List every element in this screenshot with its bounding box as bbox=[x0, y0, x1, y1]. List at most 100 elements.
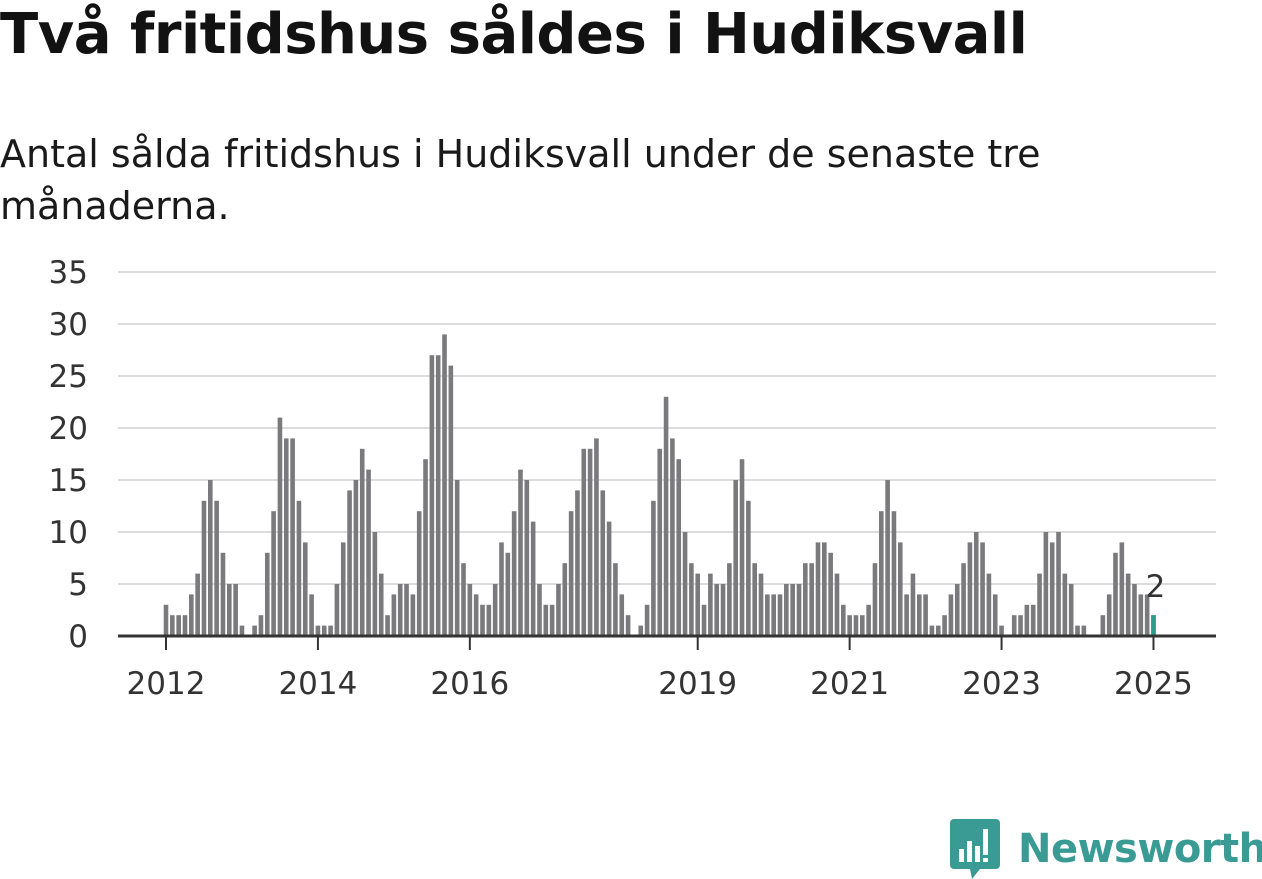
bar bbox=[961, 563, 966, 636]
bar bbox=[264, 552, 270, 636]
x-tick-label: 2014 bbox=[278, 666, 357, 702]
x-tick-label: 2016 bbox=[430, 666, 509, 702]
bar bbox=[587, 448, 593, 636]
bar bbox=[258, 615, 264, 636]
bar bbox=[980, 542, 985, 636]
bar bbox=[600, 490, 606, 636]
bar bbox=[1113, 552, 1118, 636]
bar bbox=[676, 459, 682, 636]
bar bbox=[923, 594, 928, 636]
bar bbox=[233, 584, 238, 636]
bar bbox=[929, 625, 935, 636]
bar bbox=[214, 500, 219, 636]
bar bbox=[1030, 604, 1036, 636]
bar bbox=[492, 584, 498, 636]
bar bbox=[815, 542, 821, 636]
bar bbox=[878, 511, 884, 636]
bar bbox=[1024, 604, 1030, 636]
bar bbox=[429, 355, 435, 636]
bar bbox=[321, 625, 327, 636]
bar bbox=[189, 594, 194, 636]
y-tick-label: 25 bbox=[49, 359, 88, 395]
bar bbox=[309, 594, 314, 636]
bar bbox=[967, 542, 973, 636]
bar bbox=[448, 365, 454, 636]
bar bbox=[1043, 532, 1049, 636]
bar bbox=[220, 552, 226, 636]
bar bbox=[163, 604, 169, 636]
y-tick-label: 0 bbox=[68, 619, 88, 655]
bar bbox=[897, 542, 903, 636]
bar bbox=[505, 552, 511, 636]
bar bbox=[644, 604, 650, 636]
bar bbox=[271, 511, 276, 636]
bar bbox=[803, 563, 808, 636]
bar bbox=[670, 438, 675, 636]
bar bbox=[416, 511, 422, 636]
bar bbox=[372, 532, 378, 636]
bar bbox=[663, 396, 669, 636]
bar bbox=[518, 469, 523, 636]
bar bbox=[790, 584, 795, 636]
bar bbox=[948, 594, 954, 636]
bar bbox=[227, 584, 232, 636]
bar bbox=[340, 542, 346, 636]
bar bbox=[543, 604, 549, 636]
highlight-bar bbox=[1151, 615, 1156, 636]
bar bbox=[467, 584, 473, 636]
bar bbox=[720, 584, 726, 636]
bar bbox=[606, 521, 612, 636]
bar bbox=[499, 542, 504, 636]
y-tick-label: 35 bbox=[49, 255, 88, 291]
bar bbox=[714, 584, 720, 636]
bar bbox=[170, 615, 175, 636]
bar bbox=[562, 563, 568, 636]
bar bbox=[1068, 584, 1074, 636]
bar bbox=[473, 594, 479, 636]
y-tick-label: 15 bbox=[49, 463, 88, 499]
bar bbox=[866, 604, 871, 636]
bar bbox=[1144, 594, 1150, 636]
bar bbox=[378, 573, 384, 636]
bar bbox=[182, 615, 188, 636]
x-tick-label: 2019 bbox=[658, 666, 737, 702]
chart-title: Två fritidshus såldes i Hudiksvall bbox=[0, 2, 1028, 67]
bar bbox=[1018, 615, 1023, 636]
bar bbox=[530, 521, 536, 636]
newsworthy-logo-icon bbox=[950, 819, 1000, 879]
bar bbox=[910, 573, 916, 636]
y-tick-label: 10 bbox=[49, 515, 88, 551]
bar bbox=[904, 594, 909, 636]
bar bbox=[524, 480, 530, 636]
bar bbox=[860, 615, 865, 636]
bar bbox=[283, 438, 289, 636]
bar bbox=[752, 563, 757, 636]
bar bbox=[853, 615, 859, 636]
bar bbox=[347, 490, 352, 636]
newsworthy-logo[interactable]: Newsworthy bbox=[950, 819, 1262, 879]
bar bbox=[619, 594, 625, 636]
bar bbox=[315, 625, 321, 636]
bar bbox=[397, 584, 403, 636]
bar bbox=[1049, 542, 1055, 636]
x-tick-label: 2023 bbox=[962, 666, 1041, 702]
bar bbox=[176, 615, 181, 636]
bar bbox=[834, 573, 840, 636]
bar bbox=[423, 459, 428, 636]
bar bbox=[302, 542, 308, 636]
bar bbox=[935, 625, 941, 636]
bar bbox=[657, 448, 663, 636]
bar bbox=[891, 511, 897, 636]
bar bbox=[942, 615, 947, 636]
x-tick-label: 2012 bbox=[127, 666, 206, 702]
bar bbox=[885, 480, 890, 636]
bar bbox=[1119, 542, 1125, 636]
bar bbox=[480, 604, 485, 636]
bar bbox=[366, 469, 371, 636]
y-tick-label: 20 bbox=[49, 411, 88, 447]
bar bbox=[537, 584, 542, 636]
bar bbox=[796, 584, 802, 636]
bar bbox=[701, 604, 707, 636]
y-tick-label: 30 bbox=[49, 307, 88, 343]
bar bbox=[461, 563, 466, 636]
